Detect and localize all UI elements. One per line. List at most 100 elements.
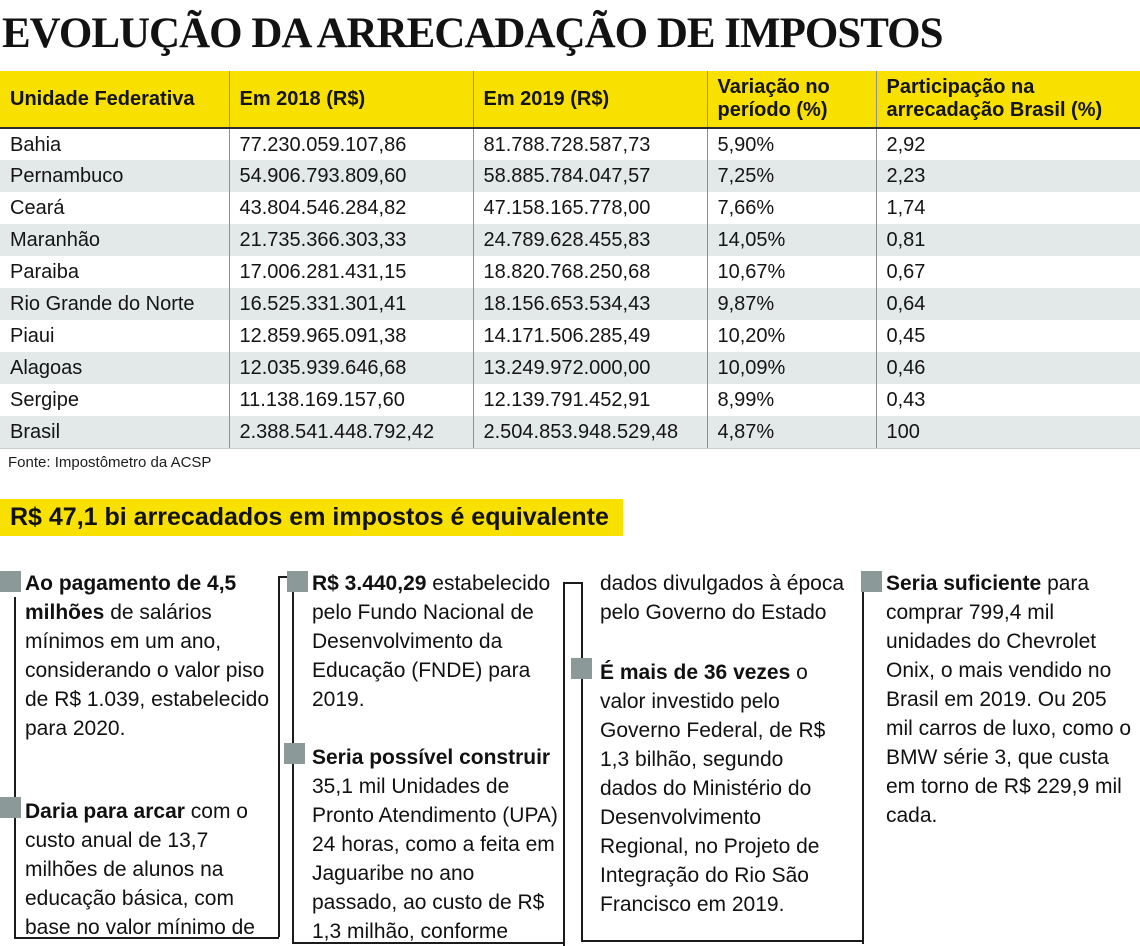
cell-2019: 13.249.972.000,00 bbox=[472, 352, 707, 385]
bullet-square-icon bbox=[861, 571, 882, 592]
cell-2018: 43.804.546.284,82 bbox=[228, 192, 473, 225]
cell-variation: 7,25% bbox=[706, 160, 876, 193]
item-lead: Daria para arcar bbox=[25, 800, 185, 823]
cell-2018: 11.138.169.157,60 bbox=[228, 384, 473, 417]
cell-uf: Maranhão bbox=[0, 224, 229, 257]
cell-participation: 0,81 bbox=[875, 224, 1140, 257]
bullet-square-icon bbox=[0, 571, 21, 592]
column-rule bbox=[292, 942, 564, 944]
cell-uf: Brasil bbox=[0, 416, 229, 449]
cell-2018: 21.735.366.303,33 bbox=[228, 224, 473, 257]
cell-2019: 18.156.653.534,43 bbox=[472, 288, 707, 321]
cell-uf: Rio Grande do Norte bbox=[0, 288, 229, 321]
equivalence-item: É mais de 36 vezes o valor investido pel… bbox=[600, 658, 845, 919]
equivalence-item: Seria suficiente para comprar 799,4 mil … bbox=[886, 569, 1138, 830]
table-header-row: Unidade Federativa Em 2018 (R$) Em 2019 … bbox=[0, 71, 1140, 130]
cell-2019: 81.788.728.587,73 bbox=[472, 128, 707, 161]
cell-uf: Pernambuco bbox=[0, 160, 229, 193]
cell-2019: 47.158.165.778,00 bbox=[472, 192, 707, 225]
item-text: 35,1 mil Unidades de Pronto Atendimento … bbox=[312, 775, 558, 943]
item-lead: Seria suficiente bbox=[886, 572, 1042, 595]
item-text: o valor investido pelo Governo Federal, … bbox=[600, 661, 826, 916]
column-header-uf: Unidade Federativa bbox=[0, 71, 229, 130]
item-text: estabelecido pelo Fundo Nacional de Dese… bbox=[312, 572, 551, 711]
column-rule bbox=[14, 597, 16, 937]
cell-uf: Piaui bbox=[10, 325, 55, 348]
cell-2019: 2.504.853.948.529,48 bbox=[472, 416, 707, 449]
column-rule bbox=[292, 592, 294, 942]
table-row: Piaui 12.859.965.091,38 14.171.506.285,4… bbox=[0, 320, 1140, 353]
cell-participation: 2,23 bbox=[875, 160, 1140, 193]
cell-uf: Ceará bbox=[10, 197, 65, 220]
cell-participation: 0,46 bbox=[875, 352, 1140, 385]
column-header-participation: Participação na arrecadação Brasil (%) bbox=[875, 71, 1140, 130]
table-row-brasil: Brasil 2.388.541.448.792,42 2.504.853.94… bbox=[0, 416, 1140, 449]
tax-evolution-table: Unidade Federativa Em 2018 (R$) Em 2019 … bbox=[0, 71, 1140, 449]
section-subheading: R$ 47,1 bi arrecadados em impostos é equ… bbox=[0, 498, 623, 537]
cell-participation: 2,92 bbox=[875, 128, 1140, 161]
column-rule bbox=[563, 582, 582, 584]
table-row: Paraiba 17.006.281.431,15 18.820.768.250… bbox=[0, 256, 1140, 289]
cell-uf: Paraiba bbox=[10, 261, 79, 284]
cell-uf: Bahia bbox=[10, 133, 62, 156]
bullet-square-icon bbox=[287, 571, 308, 592]
cell-participation: 0,43 bbox=[875, 384, 1140, 417]
column-header-2019: Em 2019 (R$) bbox=[472, 71, 707, 130]
bullet-square-icon bbox=[284, 743, 305, 764]
table-row: Ceará 43.804.546.284,82 47.158.165.778,0… bbox=[0, 192, 1140, 225]
equivalence-item: R$ 3.440,29 estabelecido pelo Fundo Naci… bbox=[312, 569, 558, 714]
cell-2018: 12.859.965.091,38 bbox=[228, 320, 473, 353]
item-text: dados divulgados à época pelo Governo do… bbox=[600, 572, 845, 624]
table-row: Rio Grande do Norte 16.525.331.301,41 18… bbox=[0, 288, 1140, 321]
table-row: Pernambuco 54.906.793.809,60 58.885.784.… bbox=[0, 160, 1140, 193]
column-rule bbox=[14, 937, 279, 939]
cell-variation: 14,05% bbox=[706, 224, 876, 257]
cell-participation: 1,74 bbox=[875, 192, 1140, 225]
item-text: com o custo anual de 13,7 milhões de alu… bbox=[25, 800, 255, 939]
cell-variation: 10,09% bbox=[706, 352, 876, 385]
bullet-square-icon bbox=[571, 658, 592, 679]
cell-2019: 58.885.784.047,57 bbox=[472, 160, 707, 193]
cell-variation: 10,67% bbox=[706, 256, 876, 289]
table-row: Maranhão 21.735.366.303,33 24.789.628.45… bbox=[0, 224, 1140, 257]
item-lead: É mais de 36 vezes bbox=[600, 661, 791, 684]
table-row: Sergipe 11.138.169.157,60 12.139.791.452… bbox=[0, 384, 1140, 417]
cell-2018: 54.906.793.809,60 bbox=[228, 160, 473, 193]
cell-participation: 0,64 bbox=[875, 288, 1140, 321]
column-rule bbox=[581, 582, 583, 940]
cell-2019: 24.789.628.455,83 bbox=[472, 224, 707, 257]
column-rule bbox=[581, 940, 863, 942]
column-header-2018: Em 2018 (R$) bbox=[228, 71, 473, 130]
cell-2018: 16.525.331.301,41 bbox=[228, 288, 473, 321]
cell-participation: 100 bbox=[875, 416, 1140, 449]
column-rule bbox=[862, 571, 864, 944]
item-text: de salários mínimos em um ano, considera… bbox=[25, 601, 270, 740]
column-rule bbox=[278, 576, 280, 937]
item-lead: Ao pagamento de 4,5 milhões bbox=[25, 572, 237, 624]
cell-2019: 18.820.768.250,68 bbox=[472, 256, 707, 289]
equivalence-item: Daria para arcar com o custo anual de 13… bbox=[25, 797, 272, 942]
item-lead: Seria possível construir bbox=[312, 746, 551, 769]
item-lead: R$ 3.440,29 bbox=[312, 572, 427, 595]
cell-variation: 8,99% bbox=[706, 384, 876, 417]
cell-2018: 12.035.939.646,68 bbox=[228, 352, 473, 385]
bullet-square-icon bbox=[0, 797, 21, 818]
equivalents-column-1: Ao pagamento de 4,5 milhões de salários … bbox=[25, 569, 272, 942]
cell-2019: 12.139.791.452,91 bbox=[472, 384, 707, 417]
cell-uf: Alagoas bbox=[0, 352, 229, 385]
cell-uf: Sergipe bbox=[10, 389, 79, 412]
cell-2018: 2.388.541.448.792,42 bbox=[228, 416, 473, 449]
equivalence-item: Ao pagamento de 4,5 milhões de salários … bbox=[25, 569, 272, 743]
cell-variation: 5,90% bbox=[706, 128, 876, 161]
cell-2019: 14.171.506.285,49 bbox=[472, 320, 707, 353]
cell-variation: 9,87% bbox=[706, 288, 876, 321]
equivalents-section: Ao pagamento de 4,5 milhões de salários … bbox=[0, 565, 1140, 946]
equivalence-item-continuation: dados divulgados à época pelo Governo do… bbox=[600, 569, 845, 627]
table-row: Alagoas 12.035.939.646,68 13.249.972.000… bbox=[0, 352, 1140, 385]
cell-variation: 7,66% bbox=[706, 192, 876, 225]
equivalents-column-4: Seria suficiente para comprar 799,4 mil … bbox=[886, 569, 1138, 830]
equivalents-column-2: R$ 3.440,29 estabelecido pelo Fundo Naci… bbox=[312, 569, 558, 946]
cell-participation: 0,45 bbox=[875, 320, 1140, 353]
cell-2018: 17.006.281.431,15 bbox=[228, 256, 473, 289]
page-title: EVOLUÇÃO DA ARRECADAÇÃO DE IMPOSTOS bbox=[2, 10, 944, 57]
